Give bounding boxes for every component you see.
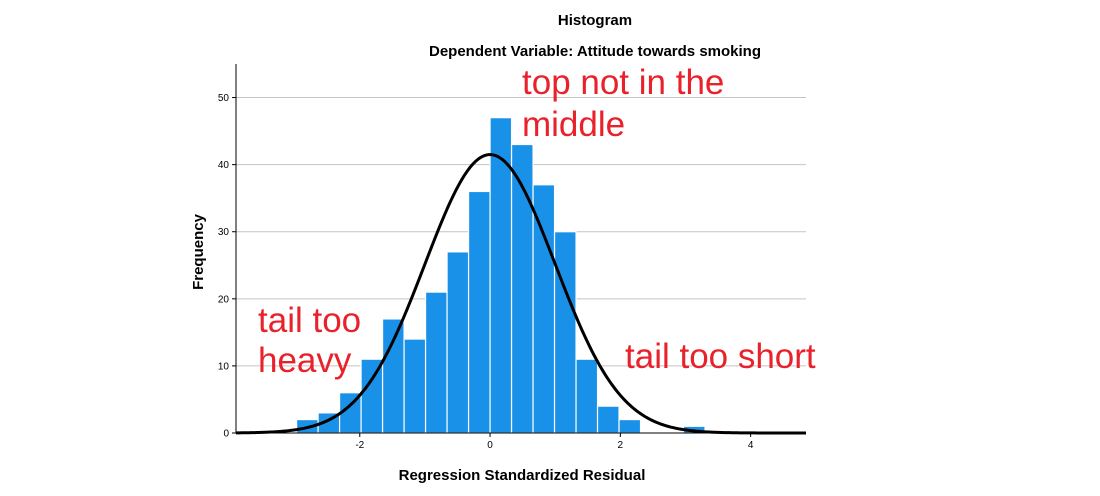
y-tick-label: 0 xyxy=(223,429,229,440)
annotation-tail-too-heavy: tail too heavy xyxy=(258,301,361,380)
histogram-bar xyxy=(596,405,620,434)
histogram-bar xyxy=(403,338,427,434)
x-tick-label: 4 xyxy=(748,440,754,451)
normal-curve xyxy=(235,153,806,435)
y-tick-label: 50 xyxy=(218,93,230,104)
y-axis-ticks: 0 10 20 30 40 50 xyxy=(218,93,236,440)
annotation-line: heavy xyxy=(258,341,352,380)
y-tick-label: 40 xyxy=(218,160,230,171)
axes xyxy=(235,64,806,434)
histogram-bar xyxy=(360,358,384,434)
annotation-line: top not in the xyxy=(522,63,724,102)
annotation-top-not-in-middle: top not in the middle xyxy=(522,63,724,144)
annotation-line: tail too short xyxy=(625,337,816,376)
histogram-bar xyxy=(446,251,470,434)
histogram-bar xyxy=(381,318,405,434)
y-tick-label: 10 xyxy=(218,361,230,372)
x-tick-label: 0 xyxy=(487,440,493,451)
histogram-bar xyxy=(575,358,599,434)
y-axis-label: Frequency xyxy=(190,213,207,290)
annotation-line: middle xyxy=(522,105,625,144)
histogram-bar xyxy=(618,418,642,434)
histogram-bar xyxy=(424,291,448,434)
chart-subtitle: Dependent Variable: Attitude towards smo… xyxy=(429,43,761,60)
chart-title: Histogram xyxy=(558,12,632,29)
x-axis-ticks: -2 0 2 4 xyxy=(355,433,754,451)
y-tick-label: 20 xyxy=(218,294,230,305)
x-axis-label: Regression Standardized Residual xyxy=(399,467,646,484)
y-tick-label: 30 xyxy=(218,227,230,238)
x-tick-label: -2 xyxy=(355,440,364,451)
histogram-bar xyxy=(467,190,491,434)
x-tick-label: 2 xyxy=(618,440,624,451)
annotation-tail-too-short: tail too short xyxy=(625,337,816,376)
histogram-bar xyxy=(553,231,577,434)
histogram-bar xyxy=(532,184,556,434)
annotation-line: tail too xyxy=(258,301,361,340)
